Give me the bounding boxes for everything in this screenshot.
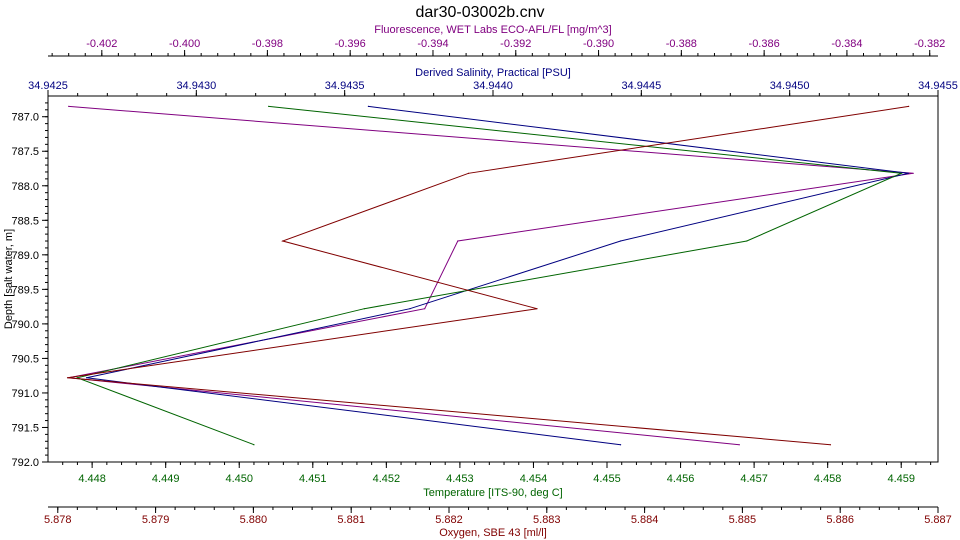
x-tick-label: 34.9445 [621,80,661,92]
x-tick-label: -0.388 [666,38,697,50]
y-tick-label: 787.5 [11,146,39,158]
x-tick-label: 4.448 [78,473,106,485]
x-tick-label: 34.9455 [918,80,958,92]
data-point-salinity [85,377,88,379]
x-tick-label: 5.887 [924,514,952,526]
data-point-oxygen [829,444,832,446]
x-axis-fluorescence: -0.402 -0.400 -0.398 -0.396 -0.394 -0.392 -0.3… [48,24,945,57]
series-salinity [85,105,909,446]
y-tick-label: 790.0 [11,319,39,331]
x-tick-label: 5.878 [44,514,72,526]
series-fluorescence [68,105,914,446]
y-axis-depth: 787.0 787.5 788.0 788.5 789.0 789.5 790.0 790.5… [3,102,48,469]
y-tick-label: 792.0 [11,457,39,469]
x-tick-label: 4.458 [814,473,842,485]
data-point-temperature [268,105,270,107]
x-tick-label: 4.450 [225,473,253,485]
x-tick-label: -0.386 [749,38,780,50]
data-point-temperature [900,172,902,174]
y-axis-title: Depth [salt water, m] [3,229,15,329]
x-axis-temperature: 4.448 4.449 4.450 4.451 4.452 4.453 4.454 4.455… [48,461,938,499]
y-tick-label: 787.0 [11,112,39,124]
data-point-salinity [907,172,909,174]
data-point-temperature [363,308,365,310]
data-point-fluorescence [738,444,740,446]
y-tick-label: 789.0 [11,250,39,262]
x-tick-label: -0.398 [252,38,283,50]
data-point-oxygen [282,240,284,242]
y-tick-label: 791.0 [11,388,39,400]
x-tick-label: -0.400 [169,38,200,50]
x-tick-label: -0.392 [500,38,531,50]
x-tick-label: 4.456 [667,473,695,485]
x-tick-label: 5.879 [142,514,170,526]
x-tick-label: 5.883 [533,514,561,526]
x-tick-label: -0.396 [335,38,366,50]
data-point-fluorescence [912,172,914,174]
x-axis-title: Derived Salinity, Practical [PSU] [415,67,571,79]
x-axis-title: Oxygen, SBE 43 [ml/l] [439,527,547,539]
data-point-fluorescence [68,105,70,107]
x-tick-label: 4.453 [446,473,474,485]
x-tick-label: 5.880 [240,514,268,526]
series-line-fluorescence [68,105,914,446]
x-tick-label: 4.457 [740,473,768,485]
data-point-fluorescence [424,308,426,310]
x-tick-label: 34.9440 [473,80,513,92]
x-tick-label: 34.9450 [770,80,810,92]
y-tick-label: 790.5 [11,353,39,365]
x-tick-label: -0.382 [914,38,945,50]
data-point-temperature [253,444,255,446]
x-tick-label: 5.881 [337,514,365,526]
x-tick-label: -0.394 [417,38,448,50]
series-line-oxygen [67,105,909,446]
chart-title: dar30-03002b.cnv [416,4,545,21]
data-point-temperature [76,377,79,379]
x-tick-label: 5.882 [435,514,463,526]
data-point-salinity [367,105,369,107]
x-tick-label: 5.886 [826,514,854,526]
x-tick-label: 34.9430 [176,80,216,92]
x-tick-label: -0.390 [583,38,614,50]
series-oxygen [66,105,910,446]
data-point-salinity [409,308,411,310]
series-line-temperature [75,105,904,446]
x-tick-label: 4.449 [152,473,180,485]
data-point-oxygen [467,172,470,174]
x-tick-label: 34.9425 [28,80,68,92]
data-point-salinity [619,240,622,242]
series-temperature [75,105,904,446]
data-point-oxygen [908,105,910,107]
series-line-salinity [86,105,909,446]
data-point-salinity [619,444,622,446]
y-tick-label: 789.5 [11,284,39,296]
x-tick-label: 4.454 [520,473,548,485]
x-tick-label: 4.452 [373,473,401,485]
x-tick-label: 4.455 [593,473,621,485]
x-tick-label: 5.885 [729,514,757,526]
x-axis-title: Temperature [ITS-90, deg C] [423,487,562,499]
x-tick-label: 4.459 [887,473,915,485]
series-layer [66,105,914,446]
y-tick-label: 788.0 [11,181,39,193]
y-tick-label: 788.5 [11,215,39,227]
y-tick-label: 791.5 [11,422,39,434]
data-point-temperature [746,240,748,242]
data-point-fluorescence [457,240,459,242]
x-tick-label: 5.884 [631,514,659,526]
x-tick-label: -0.384 [831,38,862,50]
plot-frame [47,95,939,463]
x-tick-label: -0.402 [86,38,117,50]
x-tick-label: 34.9435 [325,80,365,92]
data-point-oxygen [536,308,538,310]
x-axis-salinity: 34.9425 34.9430 34.9435 34.9440 34.9445 34.94… [28,67,958,97]
x-axis-title: Fluorescence, WET Labs ECO-AFL/FL [mg/m^… [374,24,611,36]
x-tick-label: 4.451 [299,473,327,485]
data-point-oxygen [66,377,69,379]
x-axis-oxygen: 5.878 5.879 5.880 5.881 5.882 5.883 5.884 5.885… [44,506,952,539]
